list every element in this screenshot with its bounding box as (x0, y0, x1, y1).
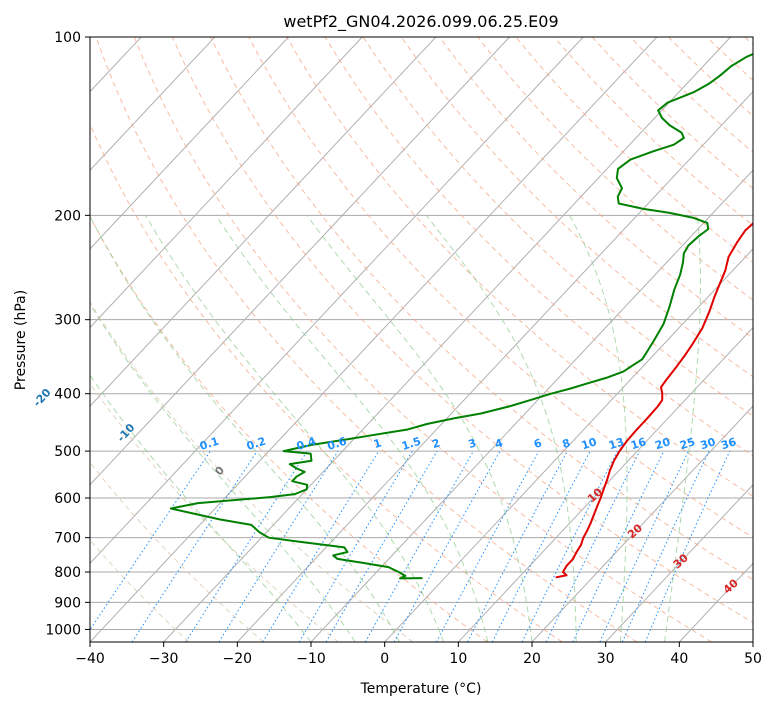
x-axis-title: Temperature (°C) (360, 681, 482, 697)
background-lines (90, 37, 753, 642)
y-tick-label: 800 (54, 565, 81, 581)
y-axis: 100 200 300 400 500 600 700 800 900 1000 (45, 30, 90, 638)
isotherm--70 (90, 37, 437, 407)
mixing-ratio-line (185, 450, 308, 642)
mixing-ratio-label: 1 (372, 436, 383, 451)
mixing-ratio-label: 30 (699, 435, 718, 452)
x-axis: −40 −30 −20 −10 0 10 20 30 40 50 (75, 642, 762, 667)
y-tick-label: 900 (54, 595, 81, 611)
mixing-ratio-line (621, 450, 710, 642)
mixing-ratio-label: 3 (467, 436, 478, 451)
x-tick-label: 10 (449, 651, 467, 667)
dry-adiabat (248, 37, 753, 539)
dry-adiabat (171, 37, 753, 624)
y-tick-label: 500 (54, 444, 81, 460)
x-tick-label: −30 (149, 651, 179, 667)
mixing-ratio-line (131, 450, 258, 642)
moist-adiabat (90, 302, 356, 642)
plot-area (90, 37, 753, 642)
mixing-ratio-label: 0.1 (198, 435, 221, 453)
dry-adiabat (90, 461, 264, 642)
dry-adiabat (477, 37, 753, 301)
y-tick-label: 600 (54, 491, 81, 507)
plot-contents (90, 37, 753, 642)
x-tick-label: 0 (380, 651, 389, 667)
dry-adiabat (362, 37, 753, 417)
dry-adiabat (90, 123, 563, 642)
isotherm-0 (384, 248, 753, 642)
mixing-ratio-label: 20 (653, 435, 672, 452)
y-axis-title: Pressure (hPa) (13, 290, 29, 390)
y-tick-label: 200 (54, 208, 81, 224)
plot-frame (89, 36, 754, 643)
y-tick-label: 400 (54, 387, 81, 403)
moist-adiabat (145, 215, 445, 642)
isotherm--100 (90, 37, 216, 172)
x-tick-label: 50 (744, 651, 762, 667)
moist-adiabat (425, 215, 577, 642)
moist-adiabat (215, 215, 489, 642)
dewpoint-profile (169, 52, 753, 580)
mixing-ratio-line (90, 450, 211, 631)
x-tick-label: −20 (223, 651, 253, 667)
x-tick-label: 30 (597, 651, 615, 667)
dry-adiabat (90, 301, 414, 642)
isotherm--80 (90, 37, 363, 329)
mixing-ratio-label: 16 (629, 435, 648, 452)
mixing-ratio-line (435, 450, 540, 642)
moist-adiabat (569, 215, 628, 642)
dry-adiabat (210, 37, 753, 581)
isotherm--30 (163, 37, 731, 642)
mixing-ratio-label: 25 (678, 435, 697, 452)
isotherm--90 (90, 37, 289, 250)
x-tick-label: −40 (75, 651, 105, 667)
mixing-ratio-label: 0.2 (245, 435, 268, 453)
moist-adiabat (664, 215, 701, 642)
mixing-ratio-label: 2 (430, 436, 441, 451)
dry-adiabat (90, 215, 488, 642)
x-tick-label: 20 (523, 651, 541, 667)
dry-adiabat (133, 37, 712, 642)
mixing-ratio-line (262, 450, 380, 642)
mixing-ratio-line (644, 450, 731, 642)
isotherm-10 (457, 326, 753, 642)
mixing-ratio-line (364, 450, 474, 642)
moist-adiabat (90, 215, 400, 642)
mixing-ratio-label: 8 (561, 436, 572, 451)
x-tick-label: −10 (296, 651, 326, 667)
isotherm-20 (531, 405, 753, 642)
chart-title: wetPf2_GN04.2026.099.06.25.E09 (283, 12, 558, 32)
isotherm-30 (605, 484, 753, 642)
isotherm--40 (90, 37, 658, 642)
isotherm--20 (236, 90, 753, 642)
mixing-ratio-line (521, 450, 618, 642)
y-tick-label: 300 (54, 313, 81, 329)
mixing-ratio-label: 6 (532, 436, 544, 451)
x-tick-label: 40 (670, 651, 688, 667)
y-tick-label: 1000 (45, 622, 81, 638)
isotherm--60 (90, 37, 510, 486)
mixing-ratio-line (393, 450, 501, 642)
dry-adiabat (95, 37, 638, 642)
temperature-profile (555, 222, 753, 579)
mixing-ratio-label: 10 (580, 435, 599, 452)
mixing-ratio-label: 0.4 (295, 434, 318, 452)
mixing-ratio-label: 0.6 (326, 434, 349, 452)
mixing-ratio-label: 36 (719, 435, 738, 452)
mixing-ratio-label: 4 (493, 436, 505, 451)
mixing-ratio-label: 1.5 (400, 435, 423, 453)
mixing-ratio-label: 13 (607, 435, 626, 452)
dry-adiabat (324, 37, 753, 457)
y-tick-label: 700 (54, 531, 81, 547)
y-tick-label: 100 (54, 30, 81, 46)
isotherm--50 (90, 37, 584, 565)
series-layer (169, 52, 753, 580)
